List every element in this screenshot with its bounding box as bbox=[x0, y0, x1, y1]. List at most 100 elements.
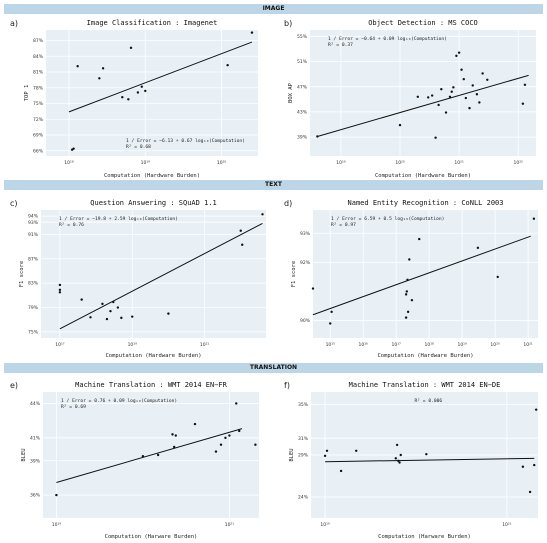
x-tick-label-f: 10¹⁹ bbox=[320, 522, 330, 528]
panel-letter-c: c) bbox=[10, 199, 18, 208]
y-tick-label-a: 81% bbox=[33, 70, 44, 76]
data-point-b bbox=[427, 96, 430, 99]
data-point-d bbox=[496, 275, 499, 279]
data-point-e bbox=[141, 454, 145, 458]
chart-panel-a: 66% 69% 72% 75% 78% 81% 84% 87% 10¹⁸ 10¹⁹ 10²⁰ 1 / … bbox=[0, 14, 273, 179]
y-axis-label-c: F1 score bbox=[19, 261, 25, 288]
data-point-d bbox=[406, 278, 409, 282]
data-point-f bbox=[528, 490, 532, 494]
data-point-f bbox=[394, 457, 398, 460]
data-point-b bbox=[478, 101, 481, 104]
data-point-f bbox=[533, 463, 536, 467]
fit-line-f bbox=[325, 457, 535, 463]
y-tick-label-e: 41% bbox=[30, 435, 41, 441]
x-tick-label-d: 10²¹ bbox=[523, 342, 533, 348]
data-point-b bbox=[460, 68, 463, 71]
data-point-c bbox=[58, 288, 62, 292]
data-point-a bbox=[121, 96, 124, 99]
y-tick-label-a: 84% bbox=[33, 54, 44, 60]
data-point-e bbox=[156, 453, 160, 457]
data-point-b bbox=[523, 83, 527, 87]
x-axis-label-f: Computation (Harware Burden) bbox=[378, 534, 471, 540]
data-point-c bbox=[241, 243, 244, 246]
panel-letter-a: a) bbox=[10, 19, 18, 28]
data-point-b bbox=[462, 77, 465, 81]
plot-area-b bbox=[310, 30, 536, 156]
data-point-e bbox=[254, 443, 257, 446]
data-point-b bbox=[430, 94, 434, 97]
y-tick-label-f: 29% bbox=[298, 453, 309, 459]
x-tick-label-d: 10¹⁷ bbox=[392, 342, 402, 348]
chart-svg-c: 75% 79% 83% 87% 91% 93%94% 10¹⁷ 10¹⁹ 10²¹ 1 / Err… bbox=[10, 199, 266, 359]
y-tick-label-a: 87% bbox=[33, 38, 44, 44]
y-tick-label-e: 36% bbox=[30, 493, 41, 499]
data-point-d bbox=[404, 293, 408, 296]
x-tick-label-d: 10¹⁵ bbox=[326, 342, 336, 348]
y-tick-label-a: 66% bbox=[33, 148, 44, 154]
annotation-line-d: 1 / Error = 6.59 + 0.5 log₁₀(Computation… bbox=[331, 216, 444, 222]
section-band-translation: TRANSLATION bbox=[4, 363, 543, 373]
chart-svg-e: 36% 39% 41% 44% 10¹⁹ 10²¹ 1 / Error = 0.76 + 0… bbox=[10, 381, 259, 540]
chart-panel-c: 75% 79% 83% 87% 91% 93% 94% 10¹⁷ 10¹⁹ 10²¹ 1 / Err… bbox=[0, 192, 273, 360]
x-tick-label-b: 10²² bbox=[514, 160, 524, 166]
y-tick-label-d: 90% bbox=[300, 318, 311, 324]
y-tick-label-c: 91% bbox=[28, 232, 39, 238]
section-band-text: TEXT bbox=[4, 180, 543, 190]
data-point-c bbox=[80, 298, 83, 301]
data-point-e bbox=[193, 422, 197, 426]
data-point-f bbox=[425, 452, 428, 456]
data-point-d bbox=[476, 246, 480, 250]
chart-svg-f: 24% 29% 31% 35% 10¹⁹ 10²¹ R² = 0.006 Machine Tr… bbox=[284, 381, 538, 540]
y-tick-label-a: 75% bbox=[33, 101, 44, 107]
data-point-f bbox=[534, 408, 538, 411]
data-point-a bbox=[144, 89, 147, 93]
plot-area-a bbox=[46, 30, 258, 156]
data-point-a bbox=[129, 46, 133, 50]
fit-line-b bbox=[317, 74, 529, 137]
y-tick-label-e: 39% bbox=[30, 458, 41, 464]
data-point-a bbox=[250, 31, 254, 34]
data-point-b bbox=[448, 95, 452, 98]
chart-svg-d: 90% 92% 93% 10¹⁵ 10¹⁶ 10¹⁷ 10¹⁸ 10¹⁹ 10²⁰ 10²¹ 1 /… bbox=[284, 199, 538, 359]
annotation-line-d: R² = 0.97 bbox=[331, 222, 356, 228]
y-axis-label-e: BLEU bbox=[21, 448, 27, 461]
data-point-d bbox=[330, 310, 333, 314]
data-point-a bbox=[140, 85, 143, 88]
data-point-b bbox=[481, 72, 484, 75]
y-axis-label-f: BLEU bbox=[289, 448, 295, 461]
data-point-b bbox=[464, 96, 468, 100]
x-axis-label-c: Computation (Hardware Burden) bbox=[105, 353, 201, 359]
chart-panel-b: 39% 43% 47% 51% 55% 10¹⁹ 10²⁰ 10²¹ 10²² 1 / Error… bbox=[274, 14, 547, 179]
x-tick-label-e: 10²¹ bbox=[225, 522, 235, 528]
data-point-c bbox=[101, 302, 104, 306]
data-point-c bbox=[167, 312, 170, 315]
data-point-f bbox=[395, 443, 399, 447]
fit-line-e bbox=[56, 428, 243, 483]
data-point-f bbox=[355, 449, 358, 452]
x-tick-label-b: 10¹⁹ bbox=[336, 160, 346, 166]
data-point-e bbox=[238, 429, 241, 433]
data-point-d bbox=[408, 258, 411, 261]
data-point-c bbox=[105, 317, 109, 321]
x-tick-label-d: 10¹⁹ bbox=[457, 342, 467, 348]
x-tick-label-e: 10¹⁹ bbox=[52, 522, 62, 528]
chart-title-d: Named Entity Recognition : CoNLL 2003 bbox=[348, 199, 504, 207]
data-point-c bbox=[116, 306, 120, 309]
data-point-b bbox=[486, 78, 489, 81]
y-tick-label-d: 93% bbox=[300, 231, 311, 237]
y-tick-label-b: 51% bbox=[297, 59, 308, 65]
y-tick-label-b: 43% bbox=[297, 110, 308, 116]
x-tick-label-c: 10²¹ bbox=[200, 342, 210, 348]
data-point-b bbox=[471, 84, 474, 87]
y-tick-label-d: 92% bbox=[300, 260, 311, 266]
data-point-f bbox=[325, 449, 329, 452]
x-axis-label-e: Computation (Harware Burden) bbox=[105, 534, 198, 540]
y-tick-label-c: 83% bbox=[28, 281, 39, 287]
data-point-c bbox=[58, 283, 62, 287]
data-point-c bbox=[89, 316, 92, 319]
data-point-f bbox=[399, 453, 402, 457]
y-tick-label-a: 78% bbox=[33, 85, 44, 91]
data-point-d bbox=[404, 316, 408, 319]
y-tick-label-c: 87% bbox=[28, 256, 39, 262]
data-point-b bbox=[450, 90, 453, 93]
